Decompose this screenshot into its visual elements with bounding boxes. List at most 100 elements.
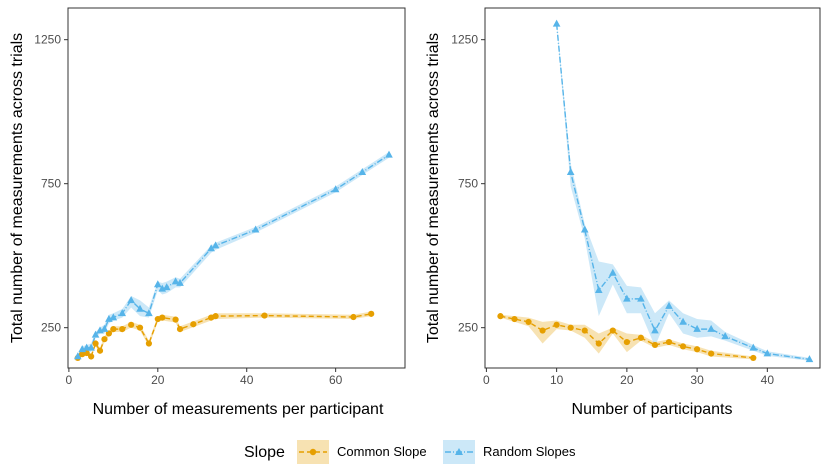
panel-right-point-random-slopes <box>651 326 659 334</box>
panel-left-point-random-slopes <box>251 225 260 233</box>
panel-left-point-common-slope <box>176 326 184 333</box>
panel-left-point-random-slopes <box>331 185 340 193</box>
panel-left-point-random-slopes <box>385 150 393 158</box>
panel-left-point-random-slopes <box>109 313 118 321</box>
panel-right-x-tick-label: 30 <box>690 373 704 387</box>
panel-right-x-ticks: 0 10 20 30 40 <box>483 368 774 387</box>
legend-title: Slope <box>244 444 285 461</box>
panel-right: 0 10 20 30 40 250 750 1250 Number of participa… <box>425 7 821 418</box>
legend-label-common-slope: Common Slope <box>337 444 427 459</box>
panel-right-x-tick-label: 40 <box>761 373 775 387</box>
panel-right-point-random-slopes <box>566 167 575 175</box>
panel-right-point-common-slope <box>511 315 518 323</box>
panel-left: 0 20 40 60 250 750 1250 Number of measurement… <box>9 7 406 418</box>
panel-left-point-common-slope <box>101 336 108 343</box>
panel-right-point-common-slope <box>609 327 616 334</box>
panel-left-x-ticks: 0 20 40 60 <box>66 368 343 387</box>
panel-right-point-common-slope <box>693 346 701 353</box>
panel-right-point-random-slopes <box>707 324 715 332</box>
panel-right-point-random-slopes <box>749 343 758 351</box>
panel-right-point-random-slopes <box>552 19 561 27</box>
panel-right-point-common-slope <box>665 338 673 346</box>
panel-right-line-random-slopes <box>555 23 810 361</box>
panel-left-y-tick-label: 250 <box>41 321 61 335</box>
panel-right-point-random-slopes <box>637 294 645 302</box>
panel-right-point-common-slope <box>595 340 602 347</box>
panel-left-point-common-slope <box>159 314 166 321</box>
panel-right-point-common-slope <box>679 343 687 350</box>
panel-right-point-common-slope <box>525 318 532 326</box>
panel-right-point-common-slope <box>750 354 757 362</box>
panel-left-point-random-slopes <box>211 241 220 249</box>
legend-label-random-slopes: Random Slopes <box>483 444 576 459</box>
panel-left-point-common-slope <box>261 312 268 319</box>
panel-left-point-random-slopes <box>358 167 367 175</box>
panel-right-point-random-slopes <box>693 324 701 332</box>
panel-right-point-random-slopes <box>805 355 814 363</box>
panel-right-x-tick-label: 20 <box>620 373 634 387</box>
panel-right-point-common-slope <box>623 338 630 346</box>
panel-right-x-tick-label: 10 <box>550 373 564 387</box>
panel-right-point-common-slope <box>539 327 546 334</box>
panel-right-marks <box>497 19 814 363</box>
panel-right-x-axis-title: Number of participants <box>572 401 733 418</box>
panel-right-point-common-slope <box>581 327 588 334</box>
panel-left-point-common-slope <box>92 340 99 347</box>
panel-left-point-random-slopes <box>91 330 100 338</box>
panel-right-band-random-slopes <box>556 22 810 361</box>
panel-right-point-common-slope <box>567 324 574 331</box>
legend: Slope Common Slope Random Slopes <box>244 440 576 464</box>
panel-left-point-common-slope <box>172 316 179 323</box>
panel-right-y-tick-label: 250 <box>458 321 478 335</box>
panel-right-x-tick-label: 0 <box>483 373 490 387</box>
panel-left-y-tick-label: 1250 <box>34 33 61 47</box>
panel-right-y-ticks: 250 750 1250 <box>451 33 485 335</box>
panel-right-line-common-slope <box>500 315 754 359</box>
panel-left-point-common-slope <box>190 321 197 328</box>
panel-left-point-random-slopes <box>73 352 82 360</box>
panel-left-point-common-slope <box>368 310 375 317</box>
panel-left-point-random-slopes <box>118 309 127 317</box>
panel-left-y-ticks: 250 750 1250 <box>34 33 68 335</box>
panel-right-y-tick-label: 1250 <box>451 33 478 47</box>
panel-left-x-tick-label: 20 <box>151 373 165 387</box>
panel-left-point-random-slopes <box>171 277 180 285</box>
panel-right-point-common-slope <box>497 313 504 320</box>
panel-right-lines <box>500 23 810 361</box>
panel-left-y-tick-label: 750 <box>41 177 61 191</box>
panel-left-point-common-slope <box>145 340 153 347</box>
panel-left-band-random-slopes <box>77 152 389 358</box>
panel-left-point-random-slopes <box>145 309 153 317</box>
panel-left-point-random-slopes <box>176 278 184 286</box>
legend-marker-common-slope <box>309 448 317 456</box>
panel-left-marks <box>73 150 393 362</box>
panel-right-point-random-slopes <box>623 294 631 302</box>
panel-right-point-random-slopes <box>580 225 589 233</box>
legend-key-common-slope <box>297 440 329 464</box>
panel-left-point-random-slopes <box>162 283 171 291</box>
panel-left-frame <box>67 7 406 369</box>
panel-right-point-random-slopes <box>594 286 603 294</box>
panel-left-x-tick-label: 40 <box>240 373 254 387</box>
panel-left-x-axis-title: Number of measurements per participant <box>93 401 384 418</box>
panel-right-point-common-slope <box>553 321 560 328</box>
panel-left-line-random-slopes <box>77 154 390 357</box>
panel-left-point-random-slopes <box>87 343 95 351</box>
panel-left-y-axis-title: Total number of measurements across tria… <box>9 33 26 343</box>
panel-right-y-tick-label: 750 <box>458 177 478 191</box>
panel-right-y-axis-title: Total number of measurements across tria… <box>425 33 442 343</box>
panel-right-point-random-slopes <box>679 317 687 325</box>
panel-right-point-common-slope <box>637 334 645 341</box>
panel-left-point-common-slope <box>110 326 117 333</box>
panel-left-point-common-slope <box>96 347 104 354</box>
panel-left-point-common-slope <box>350 313 357 321</box>
panel-left-point-random-slopes <box>136 304 144 312</box>
panel-left-point-common-slope <box>119 326 126 333</box>
panel-left-point-common-slope <box>136 324 144 331</box>
panel-left-x-tick-label: 60 <box>329 373 343 387</box>
panel-right-point-random-slopes <box>609 268 617 276</box>
panel-right-point-random-slopes <box>763 349 772 357</box>
panel-right-frame <box>484 7 821 369</box>
panel-left-x-tick-label: 0 <box>66 373 73 387</box>
